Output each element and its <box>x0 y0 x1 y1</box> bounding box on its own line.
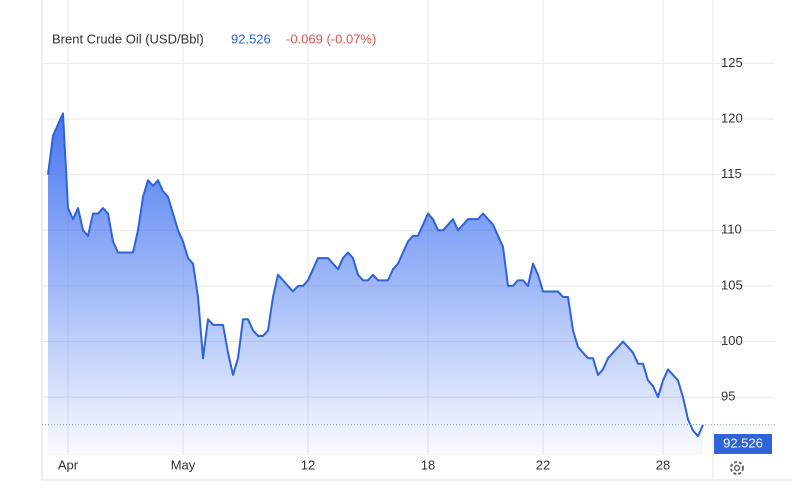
area-fill <box>48 113 703 455</box>
y-tick-label: 115 <box>721 166 742 181</box>
chart-title: Brent Crude Oil (USD/Bbl) <box>52 31 204 46</box>
last-price-box <box>714 434 772 454</box>
y-tick-label: 125 <box>721 55 743 70</box>
x-tick-label: 22 <box>536 457 550 472</box>
price-change: -0.069 (-0.07%) <box>286 31 376 46</box>
header: Brent Crude Oil (USD/Bbl) 92.526 -0.069 … <box>52 31 376 46</box>
y-tick-label: 110 <box>721 222 742 237</box>
y-tick-label: 105 <box>721 277 743 292</box>
y-tick-label: 95 <box>721 389 735 404</box>
last-price-label: 92.526 <box>723 435 763 450</box>
price-line <box>47 112 704 438</box>
x-tick-label: 18 <box>421 457 435 472</box>
settings-icon[interactable] <box>730 461 744 475</box>
x-tick-label: 12 <box>301 457 315 472</box>
y-tick-label: 120 <box>721 110 743 125</box>
last-price: 92.526 <box>231 31 271 46</box>
x-tick-label: May <box>171 457 196 472</box>
y-tick-label: 100 <box>721 333 743 348</box>
x-tick-label: Apr <box>58 457 79 472</box>
x-tick-label: 28 <box>656 457 670 472</box>
